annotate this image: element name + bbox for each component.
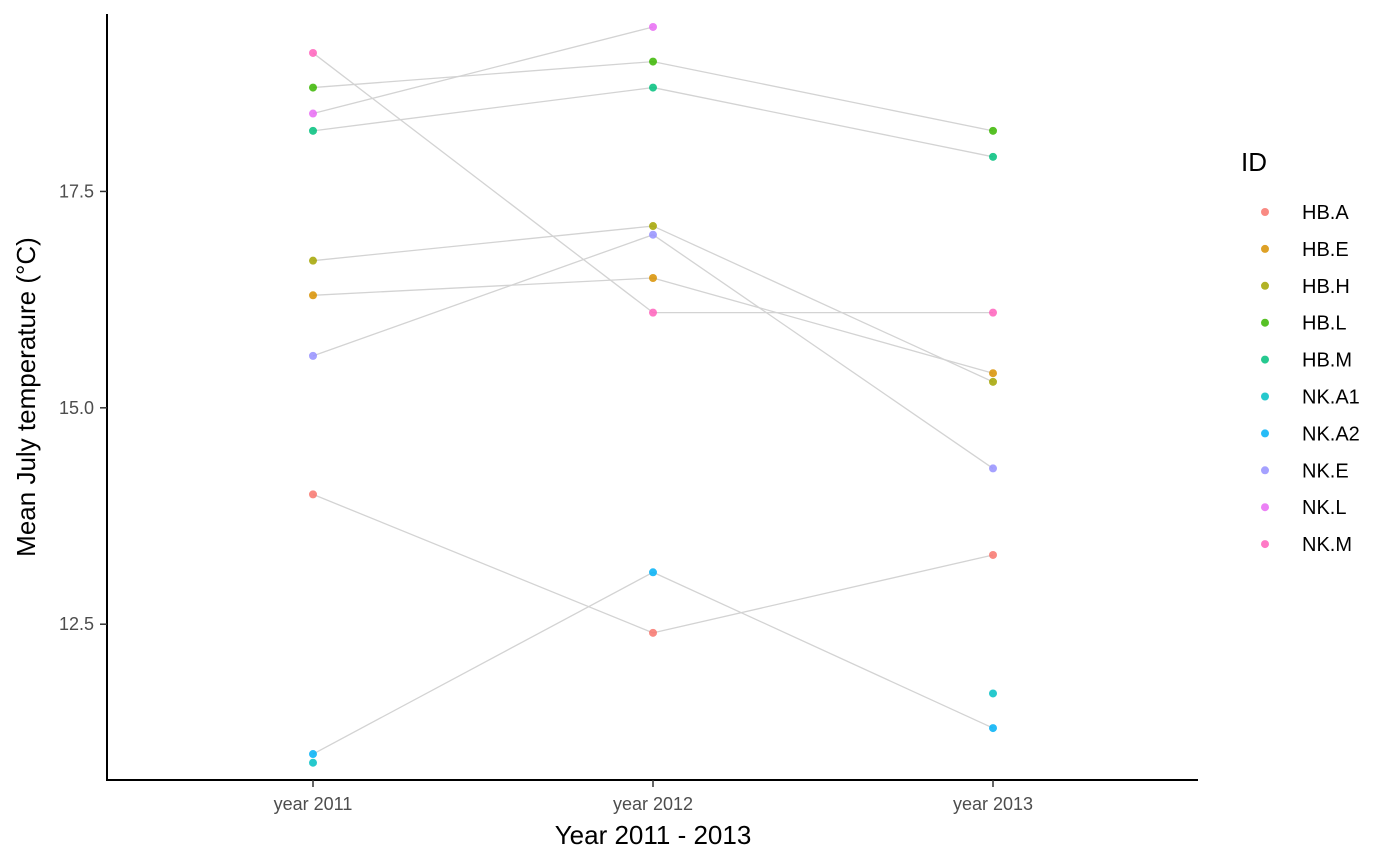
y-axis-title: Mean July temperature (°C) bbox=[11, 237, 41, 557]
legend-key-nk-e bbox=[1261, 466, 1269, 475]
point-hb-a-0 bbox=[309, 490, 317, 499]
x-tick-label: year 2013 bbox=[953, 794, 1033, 814]
legend-label-nk-a1: NK.A1 bbox=[1302, 387, 1360, 409]
y-tick-label: 17.5 bbox=[59, 181, 94, 201]
point-hb-l-1 bbox=[649, 57, 657, 66]
connecting-lines bbox=[312, 26, 994, 755]
series-line-nk-a2-1 bbox=[652, 571, 994, 729]
point-hb-a-1 bbox=[649, 628, 657, 637]
point-nk-m-0 bbox=[309, 48, 317, 57]
legend-label-hb-e: HB.E bbox=[1302, 239, 1349, 261]
series-line-nk-l-0 bbox=[312, 26, 654, 115]
y-tick-label: 12.5 bbox=[59, 614, 94, 634]
point-hb-e-1 bbox=[649, 273, 657, 282]
legend-key-hb-e bbox=[1261, 244, 1269, 253]
point-nk-l-0 bbox=[309, 109, 317, 118]
point-nk-m-2 bbox=[989, 308, 997, 317]
point-hb-m-2 bbox=[989, 152, 997, 161]
series-line-hb-l-1 bbox=[652, 60, 994, 132]
series-line-hb-m-1 bbox=[652, 86, 994, 158]
legend-label-nk-l: NK.L bbox=[1302, 497, 1346, 519]
data-points bbox=[309, 22, 997, 767]
point-nk-a2-0 bbox=[309, 750, 317, 759]
legend-key-nk-a2 bbox=[1261, 429, 1269, 438]
series-line-hb-h-0 bbox=[312, 225, 654, 262]
series-line-nk-e-1 bbox=[652, 234, 994, 469]
legend-label-hb-m: HB.M bbox=[1302, 350, 1352, 372]
series-line-hb-a-0 bbox=[312, 493, 654, 634]
point-hb-h-1 bbox=[649, 222, 657, 231]
y-axis-ticks: 12.5 15.0 17.5 bbox=[59, 181, 107, 634]
point-nk-e-0 bbox=[309, 351, 317, 360]
legend-key-hb-h bbox=[1261, 281, 1269, 290]
legend-key-hb-m bbox=[1261, 355, 1269, 364]
series-line-hb-m-0 bbox=[312, 86, 654, 132]
x-tick-label: year 2011 bbox=[274, 794, 353, 814]
series-line-hb-a-1 bbox=[652, 554, 994, 634]
point-nk-m-1 bbox=[649, 308, 657, 317]
legend-key-nk-m bbox=[1261, 540, 1269, 549]
series-line-nk-e-0 bbox=[312, 234, 654, 357]
point-nk-e-2 bbox=[989, 464, 997, 473]
legend: HB.A HB.E HB.H HB.L HB.M NK.A1 NK.A2 NK.E NK.L NK… bbox=[1261, 202, 1360, 556]
point-hb-l-2 bbox=[989, 126, 997, 135]
point-hb-m-1 bbox=[649, 83, 657, 92]
point-nk-l-1 bbox=[649, 22, 657, 31]
y-tick-label: 15.0 bbox=[59, 398, 94, 418]
legend-key-hb-l bbox=[1261, 318, 1269, 327]
point-nk-a1-0 bbox=[309, 758, 317, 767]
legend-label-hb-h: HB.H bbox=[1302, 276, 1350, 298]
legend-key-nk-a1 bbox=[1261, 392, 1269, 401]
legend-label-nk-a2: NK.A2 bbox=[1302, 423, 1360, 445]
point-hb-e-0 bbox=[309, 291, 317, 300]
legend-title: ID bbox=[1241, 147, 1267, 177]
point-hb-e-2 bbox=[989, 369, 997, 378]
series-line-nk-m-0 bbox=[312, 52, 654, 314]
legend-label-nk-e: NK.E bbox=[1302, 460, 1349, 482]
point-nk-e-1 bbox=[649, 230, 657, 239]
legend-label-hb-l: HB.L bbox=[1302, 313, 1346, 335]
x-axis-ticks: year 2011 year 2012 year 2013 bbox=[274, 780, 1033, 814]
series-line-hb-h-1 bbox=[652, 225, 994, 383]
legend-label-nk-m: NK.M bbox=[1302, 534, 1352, 556]
point-hb-m-0 bbox=[309, 126, 317, 135]
series-line-nk-a2-0 bbox=[312, 571, 654, 755]
point-hb-l-0 bbox=[309, 83, 317, 92]
series-line-hb-e-0 bbox=[312, 277, 654, 296]
series-line-hb-e-1 bbox=[652, 277, 994, 374]
x-tick-label: year 2012 bbox=[613, 794, 693, 814]
point-nk-a2-2 bbox=[989, 724, 997, 733]
legend-label-hb-a: HB.A bbox=[1302, 202, 1349, 224]
legend-key-hb-a bbox=[1261, 208, 1269, 216]
point-nk-a1-2 bbox=[989, 689, 997, 698]
point-hb-a-2 bbox=[989, 550, 997, 559]
point-nk-a2-1 bbox=[649, 568, 657, 577]
point-hb-h-0 bbox=[309, 256, 317, 265]
legend-key-nk-l bbox=[1261, 503, 1269, 512]
point-hb-h-2 bbox=[989, 377, 997, 386]
series-line-hb-l-0 bbox=[312, 60, 654, 89]
x-axis-title: Year 2011 - 2013 bbox=[555, 820, 752, 850]
